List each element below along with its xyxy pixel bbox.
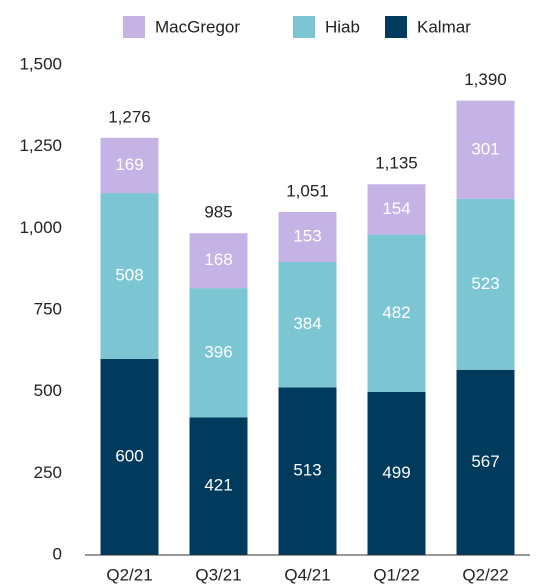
data-label: 567 [471,452,499,471]
legend-swatch [293,16,315,38]
x-tick-label: Q4/21 [284,565,330,584]
data-label: 421 [204,476,232,495]
total-label: 1,276 [108,107,151,126]
data-label: 384 [293,314,321,333]
total-label: 985 [204,203,232,222]
y-tick-label: 1,500 [19,54,62,73]
data-label: 301 [471,139,499,158]
x-tick-label: Q3/21 [195,565,241,584]
x-tick-label: Q2/21 [106,565,152,584]
bar-segment [278,261,337,388]
total-label: 1,051 [286,181,329,200]
legend-label: MacGregor [155,17,240,36]
y-tick-label: 250 [34,463,62,482]
y-tick-label: 750 [34,299,62,318]
bar-segment [100,359,159,555]
data-label: 513 [293,461,321,480]
total-label: 1,135 [375,154,418,173]
legend-swatch [123,16,145,38]
bar-segment [189,417,248,555]
bar-segment [278,387,337,555]
data-label: 508 [115,266,143,285]
bar-segment [278,212,337,262]
bar-segment [456,369,515,555]
data-label: 600 [115,446,143,465]
data-label: 168 [204,250,232,269]
bar-segment [456,100,515,199]
y-tick-label: 1,000 [19,218,62,237]
x-tick-label: Q2/22 [462,565,508,584]
y-tick-label: 500 [34,381,62,400]
bar-segment [100,137,159,194]
data-label: 169 [115,155,143,174]
y-tick-label: 0 [53,544,62,563]
data-label: 482 [382,303,410,322]
legend-label: Kalmar [417,17,471,36]
data-label: 499 [382,463,410,482]
x-tick-label: Q1/22 [373,565,419,584]
total-label: 1,390 [464,70,507,89]
bar-segment [189,288,248,418]
data-label: 153 [293,226,321,245]
bar-segment [189,233,248,289]
data-label: 396 [204,342,232,361]
bar-segment [367,391,426,555]
bar-segment [456,198,515,370]
y-tick-label: 1,250 [19,136,62,155]
data-label: 154 [382,199,410,218]
bar-segment [367,184,426,235]
legend-swatch [385,16,407,38]
bar-segment [100,193,159,359]
data-label: 523 [471,274,499,293]
bar-segment [367,234,426,392]
legend-label: Hiab [325,17,360,36]
